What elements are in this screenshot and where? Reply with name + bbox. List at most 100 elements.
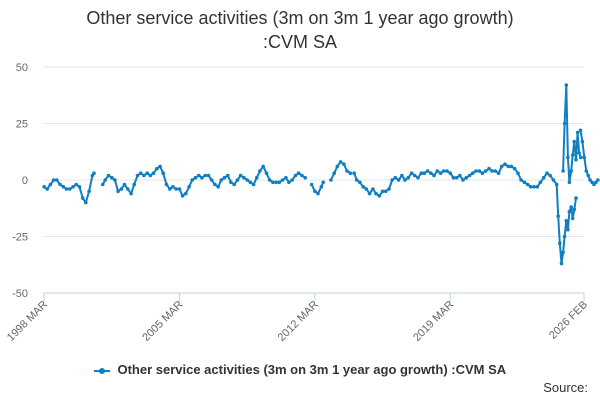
data-point[interactable] <box>574 196 578 200</box>
data-point[interactable] <box>525 182 530 187</box>
data-point[interactable] <box>577 151 581 155</box>
data-point[interactable] <box>119 187 124 191</box>
legend[interactable]: Other service activities (3m on 3m 1 yea… <box>0 362 600 377</box>
data-point[interactable] <box>400 173 404 178</box>
data-point[interactable] <box>562 121 567 126</box>
data-point[interactable] <box>419 171 424 175</box>
data-point[interactable] <box>441 169 446 173</box>
data-point[interactable] <box>380 189 385 194</box>
data-point[interactable] <box>361 185 366 189</box>
data-point[interactable] <box>280 178 285 182</box>
data-point[interactable] <box>126 187 130 191</box>
data-point[interactable] <box>319 185 324 189</box>
data-point[interactable] <box>132 182 136 187</box>
data-point[interactable] <box>569 169 573 173</box>
data-point[interactable] <box>358 180 362 185</box>
data-point[interactable] <box>313 189 317 194</box>
data-point[interactable] <box>509 164 514 169</box>
data-point[interactable] <box>435 169 440 173</box>
data-point[interactable] <box>197 173 201 178</box>
data-point[interactable] <box>445 169 449 173</box>
data-point[interactable] <box>541 175 546 180</box>
data-point[interactable] <box>238 173 243 178</box>
data-point[interactable] <box>142 173 146 178</box>
data-point[interactable] <box>258 169 262 173</box>
data-point[interactable] <box>103 178 107 182</box>
data-point[interactable] <box>487 166 491 171</box>
data-point[interactable] <box>51 178 56 182</box>
data-point[interactable] <box>277 180 282 185</box>
data-point[interactable] <box>187 185 191 189</box>
data-point[interactable] <box>572 207 577 212</box>
data-point[interactable] <box>251 182 256 187</box>
data-point[interactable] <box>454 175 459 180</box>
data-point[interactable] <box>451 175 456 180</box>
data-point[interactable] <box>287 180 291 185</box>
data-point[interactable] <box>338 160 343 164</box>
data-point[interactable] <box>151 171 156 175</box>
data-point[interactable] <box>559 261 564 266</box>
data-point[interactable] <box>271 180 275 185</box>
data-point[interactable] <box>106 173 111 178</box>
data-point[interactable] <box>100 182 105 187</box>
data-point[interactable] <box>458 173 462 178</box>
data-point[interactable] <box>564 218 569 223</box>
data-point[interactable] <box>290 178 295 182</box>
data-point[interactable] <box>416 175 420 180</box>
data-point[interactable] <box>316 191 320 196</box>
data-point[interactable] <box>42 185 46 189</box>
data-point[interactable] <box>284 175 288 180</box>
data-point[interactable] <box>522 180 527 185</box>
data-point[interactable] <box>229 180 233 185</box>
data-point[interactable] <box>71 185 75 189</box>
data-point[interactable] <box>293 173 298 178</box>
data-point[interactable] <box>352 171 356 175</box>
data-point[interactable] <box>566 155 570 160</box>
data-point[interactable] <box>561 250 565 255</box>
data-point[interactable] <box>68 187 72 191</box>
data-point[interactable] <box>432 173 436 178</box>
data-point[interactable] <box>300 173 304 178</box>
data-point[interactable] <box>464 175 469 180</box>
data-point[interactable] <box>470 171 475 175</box>
data-point[interactable] <box>506 164 511 169</box>
data-point[interactable] <box>216 185 220 189</box>
data-point[interactable] <box>364 187 369 191</box>
data-point[interactable] <box>209 178 214 182</box>
data-point[interactable] <box>180 194 185 198</box>
data-point[interactable] <box>406 175 411 180</box>
data-point[interactable] <box>164 182 169 187</box>
data-point[interactable] <box>122 182 127 187</box>
data-point[interactable] <box>158 164 162 169</box>
data-point[interactable] <box>87 189 91 194</box>
data-point[interactable] <box>232 182 236 187</box>
data-point[interactable] <box>309 182 314 187</box>
data-point[interactable] <box>586 173 590 178</box>
data-point[interactable] <box>387 187 391 191</box>
data-point[interactable] <box>135 173 140 178</box>
data-point[interactable] <box>566 227 570 232</box>
data-point[interactable] <box>562 234 567 239</box>
data-point[interactable] <box>139 171 143 175</box>
data-point[interactable] <box>148 173 153 178</box>
data-point[interactable] <box>409 171 414 175</box>
data-point[interactable] <box>512 166 517 171</box>
data-point[interactable] <box>580 139 585 144</box>
data-point[interactable] <box>390 178 395 182</box>
data-point[interactable] <box>461 178 465 182</box>
data-point[interactable] <box>226 173 230 178</box>
data-point[interactable] <box>412 173 417 178</box>
data-point[interactable] <box>354 178 359 182</box>
data-point[interactable] <box>371 187 375 191</box>
data-point[interactable] <box>274 180 279 185</box>
data-point[interactable] <box>575 130 580 135</box>
data-point[interactable] <box>574 157 578 162</box>
data-point[interactable] <box>396 178 401 182</box>
data-point[interactable] <box>184 191 188 196</box>
data-point[interactable] <box>403 178 407 182</box>
data-point[interactable] <box>345 169 349 173</box>
data-point[interactable] <box>383 189 388 194</box>
data-point[interactable] <box>45 187 49 191</box>
data-point[interactable] <box>570 153 575 157</box>
data-point[interactable] <box>64 187 69 191</box>
